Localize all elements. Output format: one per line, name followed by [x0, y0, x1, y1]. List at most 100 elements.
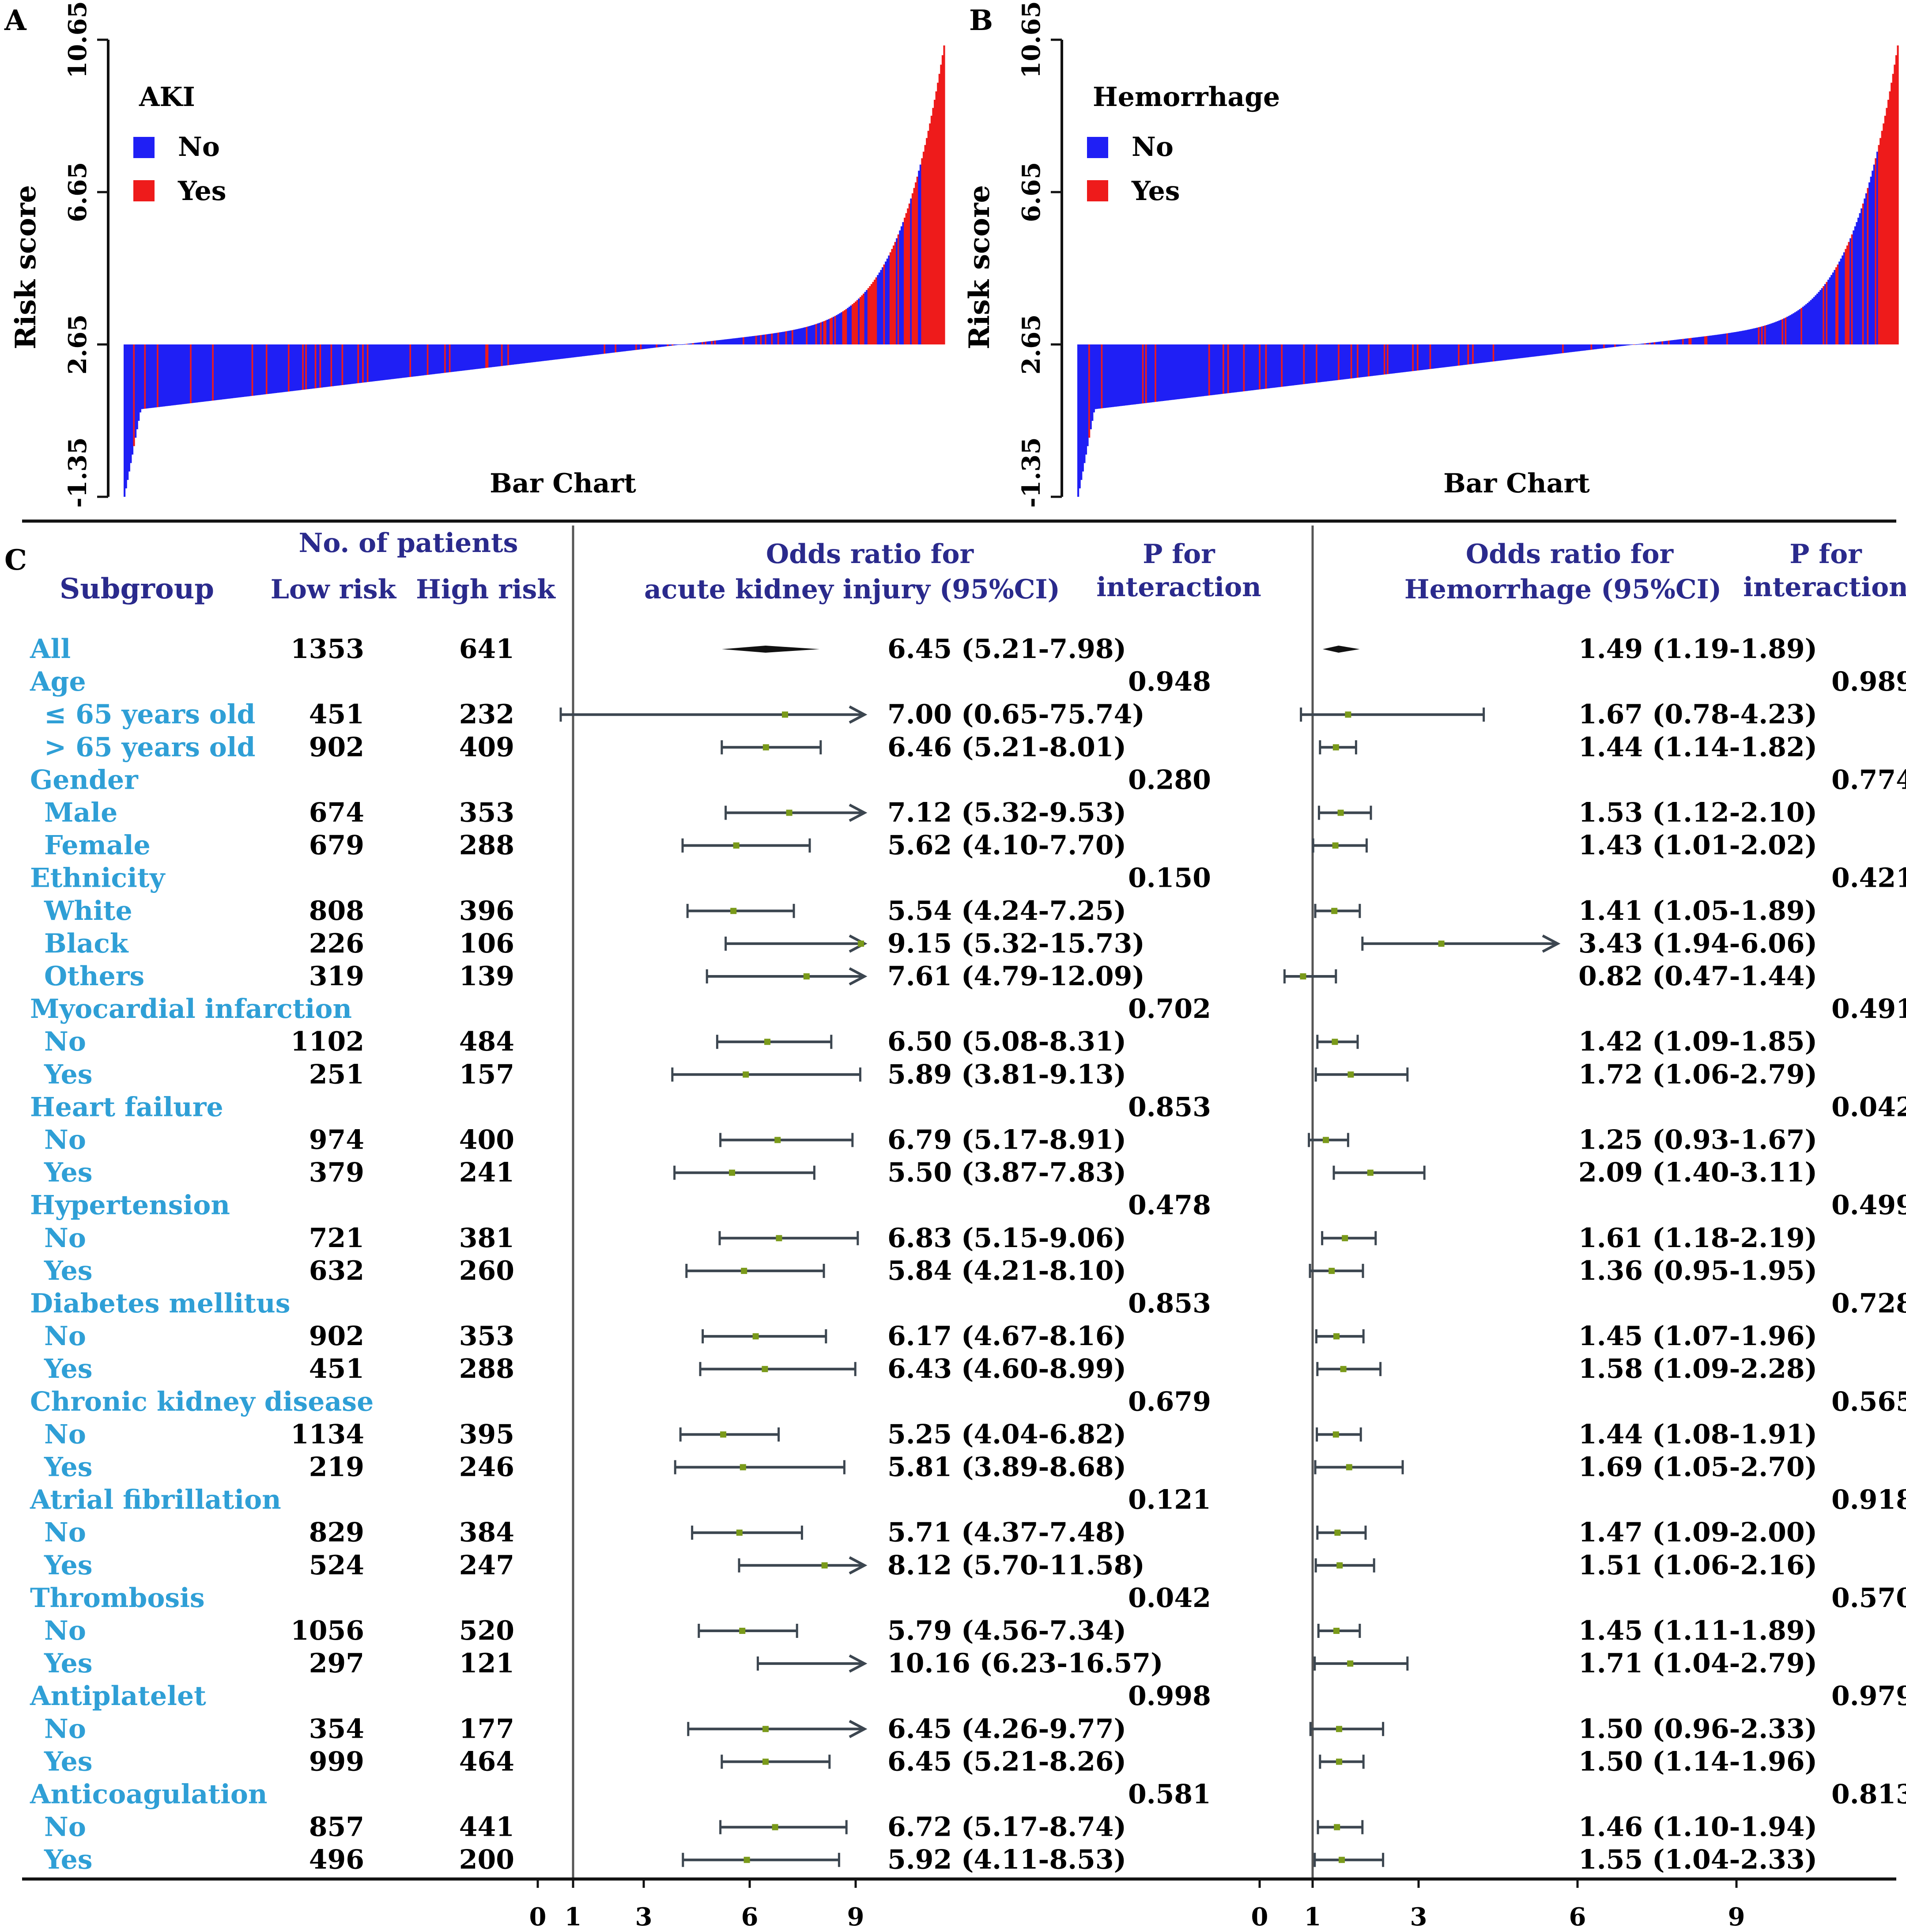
high-risk-count: 260	[459, 1255, 514, 1286]
p-interaction-aki: 0.948	[1128, 666, 1211, 697]
low-risk-count: 632	[309, 1255, 364, 1286]
risk-bar	[1813, 297, 1815, 344]
forest-row: Yes 524 247 8.12 (5.70-11.58) 1.51 (1.06-2.1…	[44, 1550, 1817, 1581]
risk-bar	[1221, 344, 1223, 394]
risk-bar	[1219, 344, 1222, 394]
subgroup-label: Myocardial infarction	[30, 994, 352, 1025]
aki-axis-tick-label: 9	[847, 1902, 864, 1932]
risk-bar	[1167, 344, 1170, 401]
risk-bar	[1609, 344, 1612, 348]
risk-bar	[1529, 344, 1531, 357]
panel-b-ytick-label: -1.35	[1017, 437, 1046, 508]
low-risk-count: 902	[309, 732, 364, 763]
risk-bar	[1514, 344, 1517, 359]
low-risk-count: 451	[309, 1354, 364, 1384]
risk-bar	[1459, 344, 1461, 366]
risk-bar	[793, 329, 795, 344]
risk-bar	[1598, 344, 1600, 349]
risk-bar	[1601, 344, 1604, 348]
risk-bar	[1502, 344, 1504, 360]
risk-bar	[1333, 344, 1335, 381]
risk-bar	[144, 344, 146, 409]
risk-bar	[520, 344, 522, 364]
risk-bar	[831, 318, 833, 344]
risk-bar	[1570, 344, 1572, 352]
risk-bar	[1838, 261, 1841, 344]
risk-bar	[311, 344, 313, 389]
risk-bar	[820, 322, 822, 344]
risk-bar	[1721, 334, 1724, 344]
risk-bar	[1082, 344, 1084, 472]
p-interaction-hemorrhage: 0.491	[1831, 994, 1906, 1025]
header-p-aki-1: P for	[1143, 539, 1215, 570]
risk-bar	[1394, 344, 1397, 373]
risk-bar	[943, 45, 945, 344]
risk-bar	[1129, 344, 1132, 405]
risk-bar	[457, 344, 459, 371]
risk-bar	[472, 344, 475, 370]
risk-bar	[725, 339, 727, 344]
risk-bar	[1246, 344, 1248, 391]
risk-bar	[1161, 344, 1163, 401]
panel-b-bars	[1077, 45, 1899, 497]
risk-bar	[176, 344, 178, 405]
risk-bar	[1235, 344, 1237, 393]
risk-bar	[404, 344, 407, 378]
risk-bar	[262, 344, 264, 395]
risk-bar	[1824, 284, 1827, 344]
risk-bar	[1229, 344, 1231, 393]
risk-bar	[575, 344, 577, 357]
risk-bar	[313, 344, 315, 389]
risk-bar	[150, 344, 152, 408]
risk-bar	[1251, 344, 1253, 390]
risk-bar	[1341, 344, 1343, 380]
risk-bar	[1096, 344, 1098, 409]
risk-bar	[1132, 344, 1135, 405]
risk-bar	[760, 335, 762, 344]
risk-bar	[1589, 344, 1591, 350]
risk-bar	[355, 344, 358, 384]
risk-bar	[539, 344, 541, 362]
high-risk-count: 396	[459, 896, 514, 926]
low-risk-count: 808	[309, 896, 364, 926]
risk-bar	[288, 344, 290, 392]
hemorrhage-point	[1345, 711, 1351, 718]
risk-bar	[253, 344, 255, 396]
risk-bar	[1368, 344, 1370, 377]
risk-bar	[297, 344, 299, 390]
risk-bar	[1451, 344, 1453, 367]
risk-bar	[779, 332, 781, 344]
low-risk-count: 451	[309, 699, 364, 730]
risk-bar	[803, 327, 805, 344]
risk-bar	[1273, 344, 1275, 388]
risk-bar	[499, 344, 502, 367]
risk-bar	[163, 344, 165, 407]
risk-bar	[941, 55, 944, 344]
risk-bar	[683, 344, 685, 345]
forest-row: No 354 177 6.45 (4.26-9.77) 1.50 (0.96-2.33)	[44, 1713, 1817, 1744]
risk-bar	[679, 344, 682, 345]
risk-bar	[273, 344, 276, 393]
risk-bar	[422, 344, 424, 376]
risk-bar	[615, 344, 617, 352]
panel-a-bars	[124, 45, 945, 497]
risk-bar	[1547, 344, 1550, 355]
or-aki-value: 5.62 (4.10-7.70)	[887, 830, 1126, 861]
risk-bar	[545, 344, 547, 361]
risk-bar	[1770, 323, 1773, 344]
risk-bar	[937, 83, 939, 345]
risk-bar	[1476, 344, 1479, 363]
risk-bar	[561, 344, 563, 359]
or-hemorrhage-value: 1.50 (1.14-1.96)	[1578, 1746, 1817, 1777]
risk-bar	[919, 164, 921, 344]
risk-bar	[240, 344, 242, 397]
risk-bar	[1853, 230, 1855, 344]
risk-bar	[1805, 304, 1808, 344]
risk-bar	[314, 344, 317, 389]
risk-bar	[1748, 329, 1751, 344]
risk-bar	[594, 344, 596, 355]
subgroup-label: Male	[44, 798, 117, 828]
risk-bar	[1295, 344, 1297, 385]
risk-bar	[231, 344, 233, 398]
risk-bar	[1742, 330, 1744, 344]
